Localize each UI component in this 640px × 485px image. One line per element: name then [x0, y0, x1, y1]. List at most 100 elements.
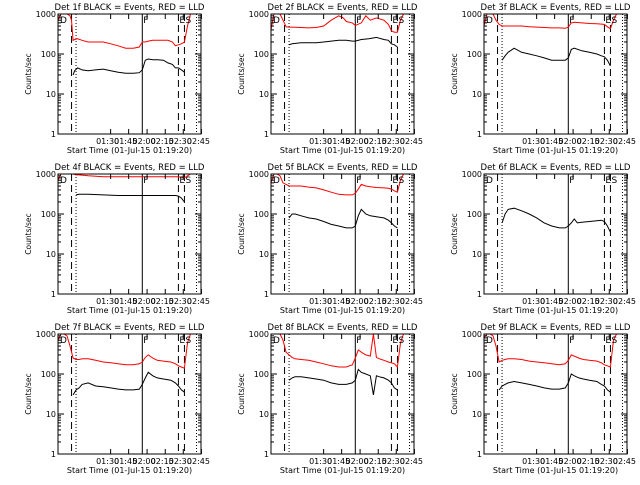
detector-panel-1: Det 1f BLACK = Events, RED = LLD D F E S 1 10 1… [24, 3, 210, 155]
x-tick-label: 02:45 [400, 297, 423, 306]
series-line-lld [58, 174, 191, 181]
x-tick-label: 02:30 [169, 137, 192, 146]
y-tick-label: 10 [472, 250, 482, 259]
y-tick-label: 1 [477, 450, 482, 459]
x-tick-label: 02:00 [133, 297, 156, 306]
x-tick-label: 01:45 [327, 137, 350, 146]
y-tick-label: 1000 [462, 170, 482, 179]
series-group [271, 334, 404, 395]
y-axis-label: Counts/sec [24, 213, 33, 254]
y-tick-label: 1000 [249, 330, 269, 339]
detector-panel-4: Det 4f BLACK = Events, RED = LLD D F E S 1 10 1… [24, 163, 210, 315]
x-tick-label: 02:15 [577, 457, 600, 466]
series-line-events [501, 47, 611, 67]
series-line-events [288, 368, 398, 395]
y-tick-label: 100 [41, 370, 56, 379]
marker-label-f: F [569, 336, 574, 346]
x-tick-label: 02:30 [382, 137, 405, 146]
x-tick-label: 02:15 [151, 457, 174, 466]
plot-frame [270, 13, 415, 135]
panel-title: Det 8f BLACK = Events, RED = LLD [268, 323, 418, 333]
x-tick-label: 02:00 [346, 297, 369, 306]
plot-frame [57, 173, 202, 295]
panel-title: Det 9f BLACK = Events, RED = LLD [481, 323, 631, 333]
detector-panel-6: Det 6f BLACK = Events, RED = LLD D F E S 1 10 1… [450, 163, 636, 315]
marker-label-e: E [392, 176, 398, 186]
y-tick-label: 1000 [36, 170, 56, 179]
y-tick-label: 100 [467, 210, 482, 219]
marker-label-d: D [273, 336, 280, 346]
series-line-lld [271, 14, 404, 33]
x-axis-label: Start Time (01-Jul-15 01:19:20) [67, 306, 192, 315]
y-tick-label: 1000 [249, 10, 269, 19]
y-tick-label: 1 [51, 130, 56, 139]
series-line-events [72, 58, 185, 76]
x-tick-label: 01:30 [522, 457, 545, 466]
marker-label-s: S [611, 176, 617, 186]
marker-label-s: S [185, 176, 191, 186]
y-tick-label: 1000 [462, 330, 482, 339]
x-axis-label: Start Time (01-Jul-15 01:19:20) [493, 466, 618, 475]
x-axis-label: Start Time (01-Jul-15 01:19:20) [280, 466, 405, 475]
x-tick-label: 02:30 [169, 297, 192, 306]
x-tick-label: 01:30 [522, 137, 545, 146]
x-tick-label: 02:15 [577, 297, 600, 306]
series-group [271, 174, 404, 229]
y-tick-label: 1000 [249, 170, 269, 179]
x-tick-label: 02:15 [364, 137, 387, 146]
marker-label-f: F [356, 336, 361, 346]
x-tick-label: 02:00 [346, 457, 369, 466]
series-line-lld [484, 334, 617, 368]
y-axis-label: Counts/sec [450, 373, 459, 414]
y-tick-label: 10 [46, 410, 56, 419]
x-tick-label: 02:45 [400, 457, 423, 466]
marker-label-f: F [143, 336, 148, 346]
detector-panel-3: Det 3f BLACK = Events, RED = LLD D F E S 1 10 1… [450, 3, 636, 155]
x-tick-label: 02:00 [559, 457, 582, 466]
y-axis-label: Counts/sec [237, 53, 246, 94]
series-line-events [498, 373, 611, 393]
y-tick-label: 1 [477, 130, 482, 139]
x-tick-label: 02:30 [595, 297, 618, 306]
marker-label-s: S [611, 336, 617, 346]
x-tick-label: 02:45 [187, 137, 210, 146]
plot-frame [270, 333, 415, 455]
marker-label-e: E [179, 336, 185, 346]
x-tick-label: 02:45 [613, 457, 636, 466]
x-tick-label: 02:30 [169, 457, 192, 466]
detector-panel-5: Det 5f BLACK = Events, RED = LLD D F E S 1 10 1… [237, 163, 423, 315]
plot-frame [57, 333, 202, 455]
marker-label-s: S [611, 16, 617, 26]
y-tick-label: 10 [472, 410, 482, 419]
x-tick-label: 01:45 [114, 137, 137, 146]
y-tick-label: 100 [254, 50, 269, 59]
y-axis-label: Counts/sec [24, 373, 33, 414]
marker-label-f: F [356, 176, 361, 186]
series-line-lld [271, 174, 404, 196]
x-tick-label: 01:30 [96, 297, 119, 306]
x-tick-label: 02:45 [187, 297, 210, 306]
series-group [271, 14, 404, 48]
y-tick-label: 100 [41, 50, 56, 59]
marker-label-d: D [486, 16, 493, 26]
marker-label-d: D [273, 16, 280, 26]
series-group [58, 174, 191, 203]
y-tick-label: 100 [467, 370, 482, 379]
marker-label-s: S [185, 336, 191, 346]
series-line-events [501, 207, 611, 233]
y-axis-label: Counts/sec [24, 53, 33, 94]
detector-panel-2: Det 2f BLACK = Events, RED = LLD D F E S 1 10 1… [237, 3, 423, 155]
x-tick-label: 02:15 [151, 297, 174, 306]
marker-label-e: E [392, 336, 398, 346]
x-tick-label: 02:30 [382, 297, 405, 306]
marker-label-e: E [605, 336, 611, 346]
x-tick-label: 02:00 [346, 137, 369, 146]
panel-title: Det 7f BLACK = Events, RED = LLD [55, 323, 205, 333]
detector-panel-7: Det 7f BLACK = Events, RED = LLD D F E S 1 10 1… [24, 323, 210, 475]
x-tick-label: 02:30 [595, 457, 618, 466]
x-axis-label: Start Time (01-Jul-15 01:19:20) [493, 146, 618, 155]
x-tick-label: 02:00 [133, 137, 156, 146]
y-tick-label: 10 [259, 410, 269, 419]
x-tick-label: 02:15 [364, 457, 387, 466]
x-axis-label: Start Time (01-Jul-15 01:19:20) [280, 306, 405, 315]
